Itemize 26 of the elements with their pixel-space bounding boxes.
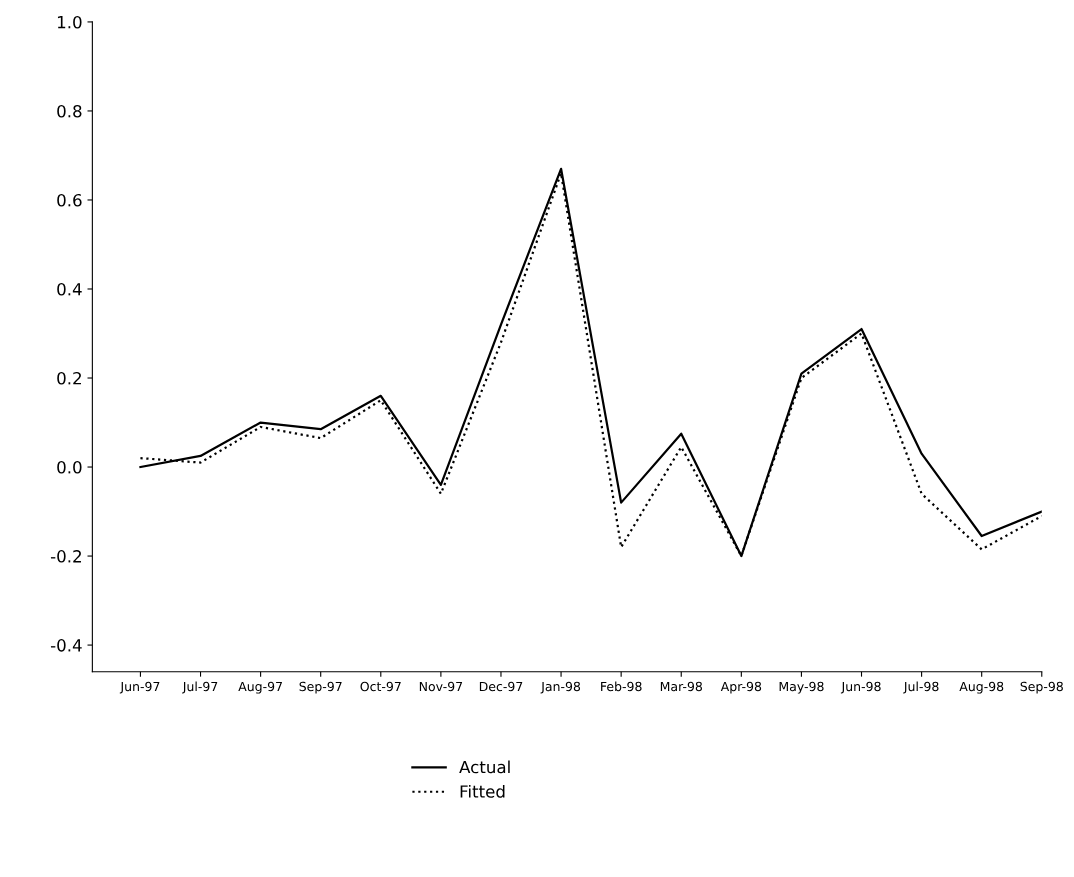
x-tick-label: May-98	[779, 681, 824, 694]
y-tick-label: 0.4	[57, 282, 82, 296]
y-tick-label: -0.2	[50, 550, 81, 563]
y-tick-label: 0.0	[57, 460, 82, 474]
x-tick-label: Aug-97	[238, 681, 282, 694]
x-tick-label: Mar-98	[660, 681, 702, 692]
legend-label: Actual	[459, 760, 510, 774]
y-tick-label: 1.0	[57, 15, 82, 29]
x-tick-label: Sep-98	[1020, 681, 1063, 694]
y-tick-label: 0.8	[57, 104, 82, 118]
x-tick-label: Jul-97	[182, 681, 218, 694]
x-tick-label: Feb-98	[601, 681, 642, 692]
x-tick-label: Jul-98	[903, 681, 939, 694]
x-tick-label: Nov-97	[419, 681, 463, 692]
x-tick-label: Apr-98	[720, 681, 762, 694]
y-tick-label: -0.4	[50, 639, 82, 652]
y-tick-label: 0.2	[57, 371, 81, 385]
x-tick-label: Dec-97	[479, 681, 523, 692]
y-tick-label: 0.6	[57, 193, 82, 207]
x-tick-label: Jan-98	[540, 681, 581, 694]
legend-label: Fitted	[460, 784, 505, 798]
x-tick-label: Jun-98	[840, 681, 881, 694]
x-tick-label: Aug-98	[959, 681, 1004, 694]
x-tick-label: Oct-97	[360, 681, 401, 692]
x-tick-label: Sep-97	[299, 681, 342, 694]
x-tick-label: Jun-97	[119, 681, 160, 694]
